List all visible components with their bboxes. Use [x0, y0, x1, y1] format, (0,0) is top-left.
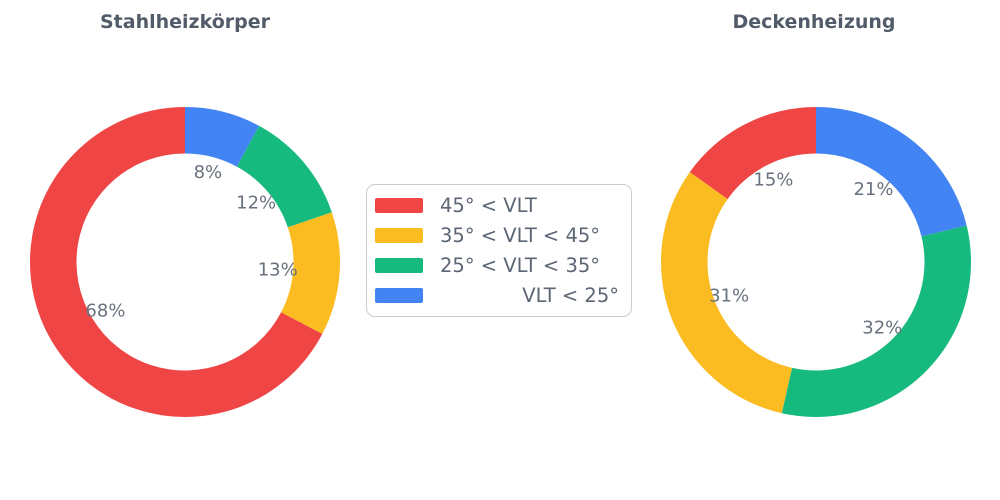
slice-label-blue: 8% — [194, 162, 223, 183]
donut-slice-blue — [185, 107, 259, 167]
legend-label: 25° < VLT < 35° — [440, 253, 601, 277]
legend-item-red: 45° < VLT — [375, 190, 619, 220]
slice-label-yellow: 13% — [258, 260, 298, 281]
legend-item-green: 25° < VLT < 35° — [375, 250, 619, 280]
slice-label-red: 15% — [753, 170, 793, 191]
donut-chart-deckenheizung: 15% 31% 32% 21% — [661, 107, 971, 417]
legend-item-yellow: 35° < VLT < 45° — [375, 220, 619, 250]
donut-slice-blue — [816, 107, 967, 237]
chart-title-deckenheizung: Deckenheizung — [732, 11, 896, 33]
slice-label-green: 32% — [862, 318, 902, 339]
slice-label-blue: 21% — [853, 179, 893, 200]
legend-item-blue: VLT < 25° — [375, 280, 619, 310]
donut-slice-red — [29, 107, 323, 417]
legend-label: 35° < VLT < 45° — [440, 223, 601, 247]
donut-slice-yellow — [281, 212, 341, 334]
slice-label-red: 68% — [85, 300, 125, 321]
legend-box: 45° < VLT 35° < VLT < 45° 25° < VLT < 35… — [366, 184, 632, 317]
donut-slice-green — [236, 125, 332, 228]
slice-label-yellow: 31% — [709, 285, 749, 306]
legend-swatch-blue — [375, 287, 423, 303]
legend-swatch-red — [375, 197, 423, 213]
donut-slice-red — [689, 107, 816, 200]
donut-chart-stahlheizkoerper: 68% 13% 12% 8% — [29, 107, 341, 417]
chart-title-stahlheizkoerper: Stahlheizkörper — [99, 11, 271, 33]
legend-label: 45° < VLT — [440, 193, 537, 217]
legend-swatch-green — [375, 257, 423, 273]
donut-slice-green — [781, 225, 971, 417]
donut-slice-yellow — [661, 172, 793, 414]
legend-swatch-yellow — [375, 227, 423, 243]
legend-label: VLT < 25° — [522, 283, 619, 307]
slice-label-green: 12% — [236, 192, 276, 213]
